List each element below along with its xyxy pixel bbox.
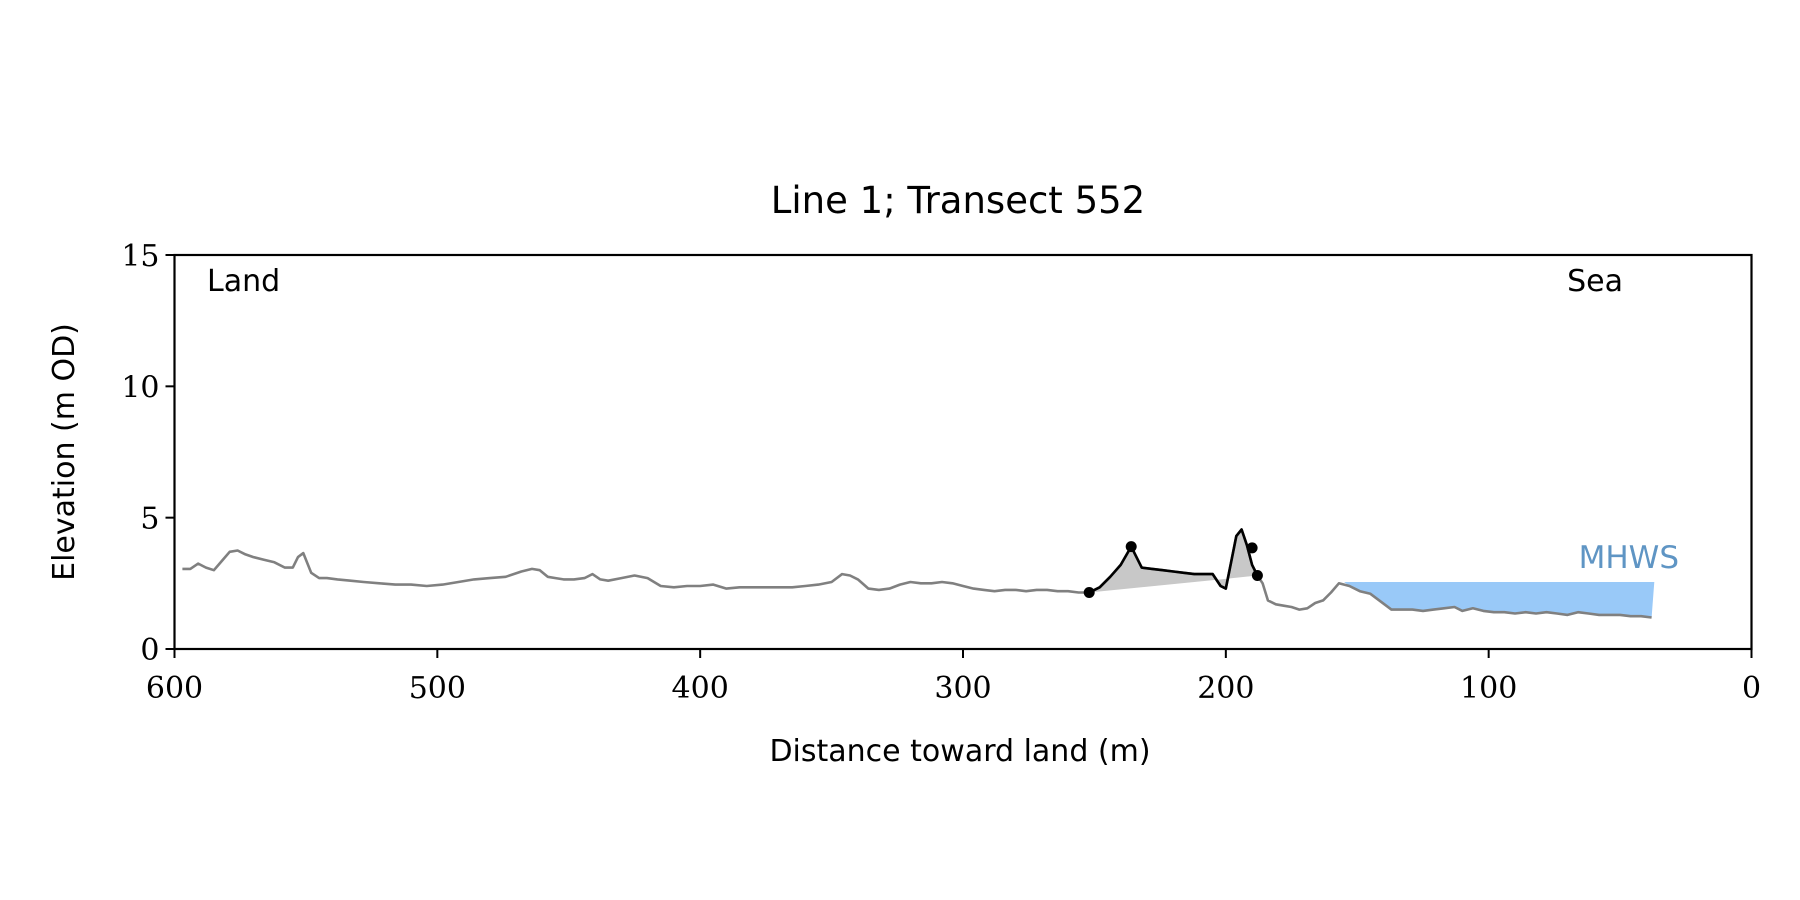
x-tick-label: 600 — [146, 671, 203, 706]
x-tick-label: 400 — [672, 671, 729, 706]
mhws-label: MHWS — [1579, 540, 1679, 576]
dune-marker-point — [1251, 570, 1263, 581]
mhws-water-area — [1344, 582, 1655, 618]
plot-marks — [182, 528, 1655, 619]
dune-marker-point — [1246, 542, 1258, 554]
y-tick-label: 10 — [121, 370, 159, 405]
dune-marker-point — [1083, 587, 1095, 598]
x-tick-label: 300 — [934, 671, 991, 706]
x-tick-label: 500 — [409, 671, 466, 706]
y-axis-label: Elevation (m OD) — [47, 323, 82, 581]
y-tick-label: 5 — [140, 502, 159, 537]
chart-title: Line 1; Transect 552 — [771, 179, 1145, 222]
dune-profile-line — [1088, 528, 1259, 594]
dune-area — [1089, 529, 1258, 593]
x-axis-label: Distance toward land (m) — [769, 734, 1150, 769]
x-tick-label: 200 — [1197, 671, 1254, 706]
land-label: Land — [207, 264, 280, 299]
ground-profile-line — [182, 528, 1652, 619]
y-tick-label: 15 — [121, 239, 159, 274]
x-tick-label: 0 — [1742, 671, 1761, 706]
dune-marker-point — [1125, 541, 1137, 553]
sea-label: Sea — [1567, 264, 1623, 299]
axis-ticks: 600 500 400 300 200 100 0 0 5 10 15 — [121, 239, 1761, 706]
x-tick-label: 100 — [1460, 671, 1517, 706]
y-tick-label: 0 — [140, 633, 159, 668]
